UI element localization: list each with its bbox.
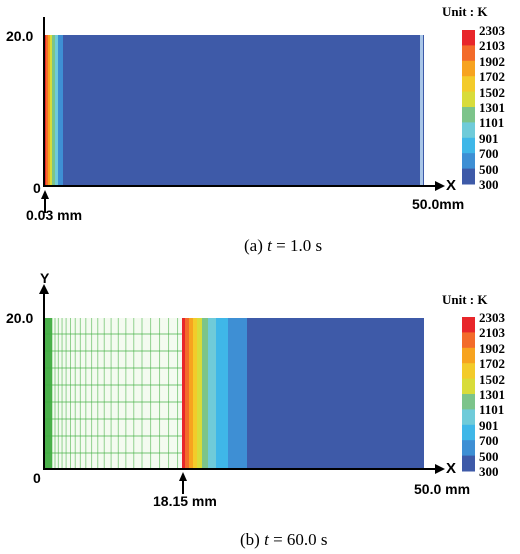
panel-a-band-yellow — [50, 35, 52, 186]
panel-b-band-amber — [189, 318, 193, 469]
legend-swatch — [462, 455, 475, 472]
panel-a-band-orange — [46, 35, 48, 186]
legend-swatch — [462, 30, 475, 46]
legend-swatch — [462, 394, 475, 410]
panel-b-band-red — [182, 318, 185, 469]
panel-b-band-green — [202, 318, 208, 469]
legend-level-label: 500 — [479, 448, 499, 464]
legend-level-label: 500 — [479, 161, 499, 177]
legend-swatch — [462, 440, 475, 457]
legend-level-label: 2303 — [479, 310, 505, 325]
panel-a-right-edge — [420, 35, 423, 186]
panel-a-marker-arrow-icon — [41, 190, 49, 199]
panel-a-x-axis-label: X — [446, 177, 457, 194]
legend-level-label: 901 — [479, 130, 499, 146]
legend-swatch — [462, 347, 475, 364]
panel-a-domain — [44, 35, 424, 186]
panel-b-band-sky — [216, 318, 228, 469]
panel-b-caption: (b) t = 60.0 s — [240, 530, 328, 550]
panel-b-marker-label: 18.15 mm — [153, 493, 217, 509]
panel-b-caption-var: t — [264, 530, 269, 549]
panel-b-caption-suffix: = 60.0 s — [268, 530, 328, 549]
panel-b-domain — [44, 318, 424, 469]
legend-swatch — [462, 107, 475, 123]
panel-b-melted-region — [44, 318, 182, 469]
panel-a-x-end-label: 50.0mm — [412, 196, 465, 212]
legend-level-label: 1301 — [479, 100, 505, 115]
legend-level-label: 1301 — [479, 387, 505, 402]
panel-a-marker-label: 0.03 mm — [26, 207, 83, 223]
panel-a-y-tick: 20.0 — [6, 28, 34, 44]
legend-swatch — [462, 317, 475, 333]
legend-level-label: 1502 — [479, 84, 505, 100]
panel-b-caption-prefix: (b) — [240, 530, 265, 549]
legend-swatch — [462, 153, 475, 170]
legend-level-label: 700 — [479, 433, 499, 449]
panel-a-caption: (a) t = 1.0 s — [244, 236, 322, 256]
legend-b-unit: Unit : K — [442, 292, 488, 307]
legend-level-label: 901 — [479, 417, 499, 433]
legend-level-label: 1902 — [479, 53, 505, 69]
panel-b-band-cyan — [208, 318, 216, 469]
legend-level-label: 300 — [479, 177, 499, 192]
panel-a-band-cyan — [55, 35, 58, 186]
panel-b-y-arrow-icon — [39, 284, 49, 294]
legend-level-label: 300 — [479, 464, 499, 479]
panel-b-x-arrow-icon — [435, 464, 445, 474]
legend-level-label: 1101 — [479, 115, 505, 131]
legend-swatch — [462, 91, 475, 108]
panel-b-x-end-label: 50.0 mm — [414, 481, 471, 497]
panel-b-y-tick: 20.0 — [6, 310, 34, 326]
panel-b-left-dense-mesh — [44, 318, 52, 469]
panel-b-origin: 0 — [33, 470, 41, 486]
legend-swatch — [462, 45, 475, 62]
panel-a-band-green — [52, 35, 55, 186]
legend-swatch — [462, 363, 475, 380]
legend-level-label: 700 — [479, 146, 499, 162]
panel-a-caption-suffix: = 1.0 s — [271, 236, 323, 255]
legend-level-label: 1902 — [479, 340, 505, 356]
panel-a-origin: 0 — [33, 180, 41, 196]
legend-b-colorbar — [462, 317, 475, 472]
panel-b-band-yellow — [193, 318, 197, 469]
legend-swatch — [462, 122, 475, 139]
panel-b-x-axis-label: X — [446, 460, 457, 477]
legend-swatch — [462, 378, 475, 395]
legend-swatch — [462, 332, 475, 349]
panel-b-band-blue — [228, 318, 247, 469]
panel-a-band-amber — [48, 35, 50, 186]
legend-level-label: 2303 — [479, 23, 505, 38]
legend-swatch — [462, 76, 475, 93]
legend-a-unit: Unit : K — [442, 4, 488, 19]
legend-level-label: 1702 — [479, 69, 505, 85]
legend-level-label: 1702 — [479, 356, 505, 372]
legend-level-label: 2103 — [479, 38, 505, 54]
panel-a-caption-prefix: (a) — [244, 236, 268, 255]
legend-level-label: 1101 — [479, 402, 505, 418]
legend-swatch — [462, 137, 475, 154]
panel-a-caption-var: t — [267, 236, 272, 255]
legend-level-label: 2103 — [479, 325, 505, 341]
legend-swatch — [462, 424, 475, 441]
legend-swatch — [462, 168, 475, 185]
panel-b-marker-arrow-icon — [179, 472, 187, 481]
panel-a-cold-region — [44, 35, 424, 186]
panel-a-x-arrow-icon — [435, 181, 445, 191]
legend-swatch — [462, 60, 475, 77]
panel-a-band-blue — [58, 35, 63, 186]
legend-a-colorbar — [462, 30, 475, 185]
panel-b-mesh-grid — [44, 318, 182, 469]
panel-b-band-lime — [197, 318, 202, 469]
panel-b-y-axis-label: Y — [40, 270, 50, 286]
legend-swatch — [462, 409, 475, 426]
legend-level-label: 1502 — [479, 371, 505, 387]
panel-b-band-orange — [185, 318, 189, 469]
